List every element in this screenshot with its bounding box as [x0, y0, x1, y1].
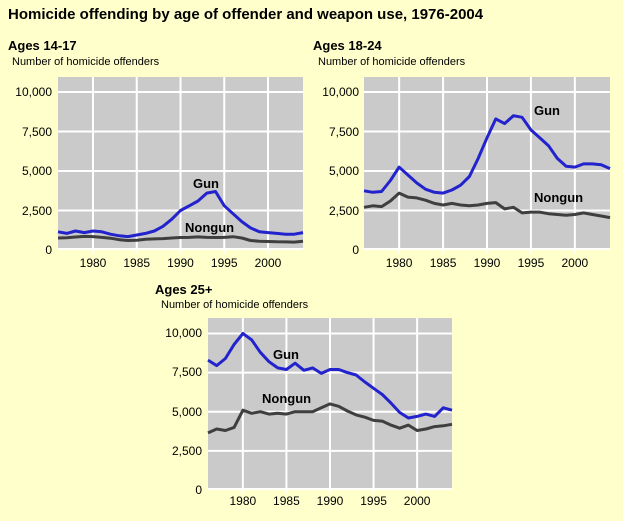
- y-tick-label: 7,500: [171, 365, 202, 380]
- x-tick-label: 2000: [403, 494, 431, 508]
- y-tick-label: 10,000: [165, 325, 202, 340]
- y-axis-labels: 10,000 7,500 5,000 2,500 0: [8, 77, 52, 257]
- x-tick-label: 1990: [473, 256, 501, 270]
- chart-y-axis-title: Number of homicide offenders: [161, 299, 309, 311]
- chart-title: Ages 18-24: [313, 38, 382, 53]
- gun-line: [57, 190, 304, 239]
- x-axis-labels: 1980 1985 1990 1995 2000: [364, 256, 610, 271]
- y-tick-label: 0: [45, 243, 52, 257]
- y-tick-label: 7,500: [328, 124, 359, 139]
- y-tick-label: 10,000: [15, 85, 52, 100]
- y-axis-labels: 10,000 7,500 5,000 2,500 0: [310, 77, 359, 257]
- y-tick-label: 5,000: [328, 164, 359, 179]
- chart-canvas: [363, 77, 611, 253]
- chart-title: Ages 14-17: [8, 38, 77, 53]
- y-tick-label: 2,500: [21, 203, 52, 218]
- panel-ages-18-24: Ages 18-24 Number of homicide offenders …: [305, 38, 620, 278]
- x-tick-label: 1985: [123, 256, 151, 270]
- y-tick-label: 5,000: [171, 404, 202, 419]
- y-tick-label: 2,500: [328, 203, 359, 218]
- y-tick-label: 7,500: [21, 124, 52, 139]
- nongun-line: [207, 402, 453, 435]
- y-axis-labels: 10,000 7,500 5,000 2,500 0: [154, 318, 202, 497]
- chart-title: Ages 25+: [155, 282, 213, 297]
- x-tick-label: 1980: [229, 494, 257, 508]
- nongun-line: [57, 234, 304, 244]
- x-tick-label: 1985: [429, 256, 457, 270]
- x-tick-label: 1980: [79, 256, 107, 270]
- x-tick-label: 2000: [561, 256, 589, 270]
- chart-y-axis-title: Number of homicide offenders: [318, 56, 466, 68]
- x-tick-label: 1980: [385, 256, 413, 270]
- nongun-series-label: Nongun: [185, 220, 235, 235]
- chart-canvas: [207, 318, 453, 493]
- x-tick-label: 1990: [167, 256, 194, 270]
- x-tick-label: 1985: [273, 494, 300, 508]
- y-tick-label: 0: [195, 483, 202, 497]
- x-tick-label: 1995: [517, 256, 545, 270]
- nongun-series-label: Nongun: [262, 391, 312, 406]
- panel-ages-25-plus: Ages 25+ Number of homicide offenders 10…: [148, 282, 460, 517]
- chart-y-axis-title: Number of homicide offenders: [12, 56, 160, 68]
- x-tick-label: 1995: [210, 256, 238, 270]
- x-axis-labels: 1980 1985 1990 1995 2000: [208, 494, 452, 509]
- y-tick-label: 5,000: [21, 164, 52, 179]
- y-tick-label: 0: [352, 243, 359, 257]
- gun-series-label: Gun: [273, 347, 299, 362]
- y-tick-label: 2,500: [171, 443, 202, 458]
- gun-line: [207, 332, 453, 420]
- x-tick-label: 1990: [316, 494, 344, 508]
- gun-series-label: Gun: [534, 103, 560, 118]
- plot-area: Gun Nongun: [57, 77, 304, 253]
- gun-line: [363, 114, 611, 195]
- nongun-line: [363, 191, 611, 220]
- gun-series-label: Gun: [193, 176, 219, 191]
- x-tick-label: 1995: [360, 494, 387, 508]
- nongun-series-label: Nongun: [534, 190, 584, 205]
- y-tick-label: 10,000: [322, 85, 359, 100]
- chart-canvas: [57, 77, 304, 253]
- plot-area: Gun Nongun: [363, 77, 611, 253]
- page-title: Homicide offending by age of offender an…: [8, 6, 484, 23]
- x-axis-labels: 1980 1985 1990 1995 2000: [58, 256, 303, 271]
- panel-ages-14-17: Ages 14-17 Number of homicide offenders …: [8, 38, 304, 278]
- plot-area: Gun Nongun: [207, 318, 453, 493]
- x-tick-label: 2000: [254, 256, 282, 270]
